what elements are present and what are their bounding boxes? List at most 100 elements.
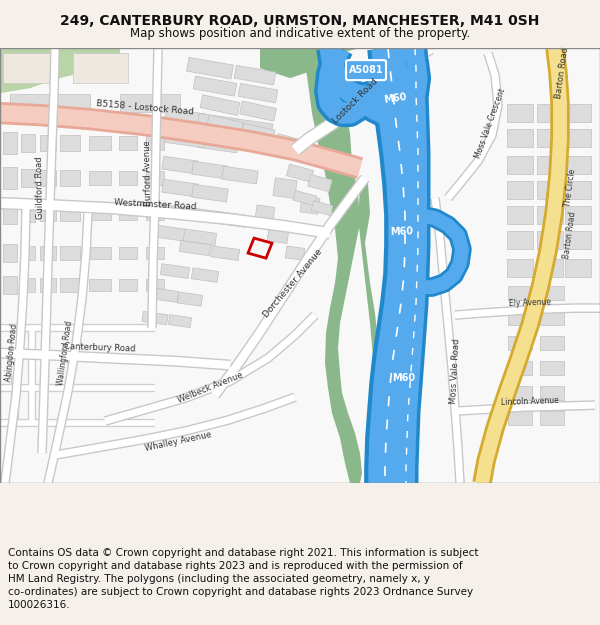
Polygon shape — [40, 278, 56, 292]
Polygon shape — [3, 276, 17, 294]
Polygon shape — [565, 104, 591, 122]
Polygon shape — [154, 203, 187, 219]
Polygon shape — [21, 134, 35, 152]
Polygon shape — [311, 201, 333, 216]
Polygon shape — [540, 411, 564, 425]
Polygon shape — [565, 259, 591, 277]
Polygon shape — [507, 129, 533, 147]
Polygon shape — [192, 161, 228, 179]
Polygon shape — [21, 169, 35, 187]
Polygon shape — [60, 135, 80, 151]
Polygon shape — [89, 206, 111, 220]
Polygon shape — [540, 386, 564, 400]
Polygon shape — [537, 156, 563, 174]
Polygon shape — [3, 202, 17, 224]
Polygon shape — [184, 229, 217, 245]
Polygon shape — [241, 124, 275, 142]
Polygon shape — [565, 181, 591, 199]
Text: Moss Vale Crescent: Moss Vale Crescent — [473, 87, 507, 159]
Polygon shape — [508, 311, 532, 325]
Text: B5158 - Lostock Road: B5158 - Lostock Road — [96, 99, 194, 117]
Polygon shape — [293, 191, 317, 206]
Text: Wallingford Road: Wallingford Road — [56, 320, 74, 386]
Polygon shape — [222, 166, 258, 184]
Polygon shape — [119, 279, 137, 291]
Text: Barton Road: Barton Road — [554, 47, 570, 99]
Polygon shape — [89, 279, 111, 291]
Text: The Circle: The Circle — [563, 169, 577, 208]
Polygon shape — [508, 361, 532, 375]
Polygon shape — [146, 206, 164, 220]
Text: Contains OS data © Crown copyright and database right 2021. This information is : Contains OS data © Crown copyright and d… — [8, 548, 478, 610]
Polygon shape — [179, 241, 211, 256]
Polygon shape — [119, 206, 137, 220]
Polygon shape — [187, 58, 233, 79]
Text: Whalley Avenue: Whalley Avenue — [144, 429, 212, 452]
Polygon shape — [537, 231, 563, 249]
Polygon shape — [154, 225, 187, 241]
Polygon shape — [302, 48, 362, 483]
Polygon shape — [21, 204, 35, 222]
Polygon shape — [273, 177, 297, 199]
Polygon shape — [73, 53, 128, 83]
Polygon shape — [146, 279, 164, 291]
Polygon shape — [537, 206, 563, 224]
Polygon shape — [162, 179, 198, 197]
Polygon shape — [537, 259, 563, 277]
Polygon shape — [267, 227, 289, 244]
Polygon shape — [40, 246, 56, 260]
Polygon shape — [211, 246, 239, 261]
Text: Ely Avenue: Ely Avenue — [509, 298, 551, 308]
Polygon shape — [191, 268, 218, 282]
Polygon shape — [184, 207, 217, 223]
Polygon shape — [507, 156, 533, 174]
Text: Guildford Road: Guildford Road — [35, 157, 45, 219]
Polygon shape — [508, 386, 532, 400]
Text: Dorchester Avenue: Dorchester Avenue — [262, 247, 324, 319]
Text: Welbeck Avenue: Welbeck Avenue — [176, 371, 244, 406]
Polygon shape — [260, 48, 360, 78]
Polygon shape — [507, 231, 533, 249]
Polygon shape — [169, 314, 191, 328]
Polygon shape — [119, 171, 137, 185]
Polygon shape — [164, 108, 206, 128]
Polygon shape — [178, 292, 203, 306]
Polygon shape — [3, 244, 17, 262]
Polygon shape — [146, 247, 164, 259]
Polygon shape — [151, 288, 179, 302]
Polygon shape — [162, 156, 198, 174]
Text: Abingdon Road: Abingdon Road — [4, 324, 20, 382]
Polygon shape — [119, 247, 137, 259]
Polygon shape — [540, 286, 564, 300]
Text: Lincoln Avenue: Lincoln Avenue — [501, 396, 559, 407]
Polygon shape — [197, 133, 239, 153]
Polygon shape — [296, 146, 323, 164]
Polygon shape — [300, 196, 320, 214]
Text: Barton Road: Barton Road — [562, 211, 578, 259]
Polygon shape — [89, 247, 111, 259]
Polygon shape — [540, 336, 564, 350]
Polygon shape — [537, 104, 563, 122]
Polygon shape — [286, 164, 314, 182]
Polygon shape — [239, 101, 277, 121]
Polygon shape — [507, 181, 533, 199]
Polygon shape — [508, 411, 532, 425]
Polygon shape — [3, 132, 17, 154]
Text: A5081: A5081 — [349, 65, 383, 75]
Polygon shape — [146, 136, 164, 150]
Polygon shape — [507, 206, 533, 224]
Polygon shape — [285, 246, 305, 261]
Polygon shape — [142, 311, 168, 325]
Polygon shape — [565, 129, 591, 147]
Polygon shape — [40, 170, 56, 186]
Polygon shape — [255, 205, 275, 221]
Polygon shape — [206, 115, 244, 135]
Polygon shape — [358, 183, 388, 483]
Polygon shape — [21, 278, 35, 292]
Text: M60: M60 — [390, 226, 414, 236]
Polygon shape — [89, 136, 111, 150]
Polygon shape — [164, 128, 206, 148]
Polygon shape — [540, 361, 564, 375]
Text: Canterbury Road: Canterbury Road — [64, 342, 136, 354]
Text: Burford Avenue: Burford Avenue — [143, 140, 153, 206]
